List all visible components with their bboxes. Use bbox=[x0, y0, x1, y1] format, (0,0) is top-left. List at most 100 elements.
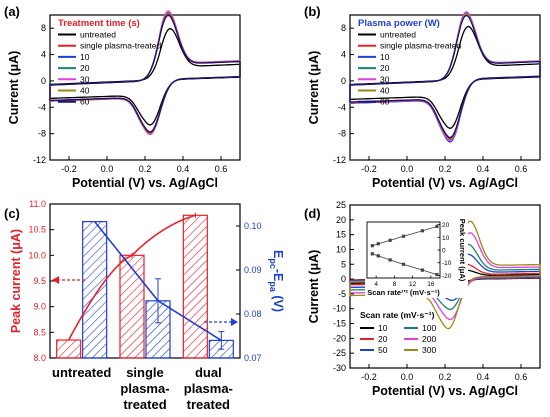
inset-point-anodic bbox=[388, 238, 392, 242]
y-tick-label: -25 bbox=[333, 348, 346, 358]
inset-x-tick-label: 4 bbox=[374, 281, 378, 288]
inset-y-tick-label: 0 bbox=[442, 248, 446, 255]
series-line-60 bbox=[349, 15, 541, 139]
inset-y-tick-label: 20 bbox=[442, 222, 450, 229]
y2-axis-label-part: pa bbox=[268, 281, 278, 292]
x-tick-label: 0.6 bbox=[215, 164, 228, 174]
legend-label: 20 bbox=[378, 334, 388, 344]
cv-panel-(a): -0.2 0.0 0.2 0.4 0.6 -12 -8 -4 0 4 8 Potential (V) … bbox=[7, 10, 241, 190]
y2-axis-label-part: E bbox=[271, 250, 285, 258]
y-tick-label: 20 bbox=[336, 215, 346, 225]
legend-label: 40 bbox=[380, 86, 390, 96]
inset-point-anodic bbox=[401, 234, 406, 238]
y-tick-label: -4 bbox=[38, 102, 46, 112]
y2-axis-label: Epc-Epa (V) bbox=[268, 250, 285, 312]
bar-peak-current bbox=[56, 339, 82, 359]
x-tick-label: 0.4 bbox=[477, 164, 490, 174]
y-tick-label: 8 bbox=[41, 23, 46, 33]
x-tick-label: 0.4 bbox=[477, 372, 490, 382]
y-axis-label: Current (μA) bbox=[7, 51, 21, 125]
y-tick-label: 0 bbox=[41, 76, 46, 86]
bar-epc-epa bbox=[82, 221, 108, 359]
x-tick-label: -0.2 bbox=[361, 164, 377, 174]
x-axis-label: Potential (V) vs. Ag/AgCl bbox=[372, 176, 518, 190]
x-tick-label: 0.4 bbox=[177, 164, 190, 174]
series-line-single-plasma-treated bbox=[49, 14, 241, 133]
x-tick-label: 0.0 bbox=[401, 164, 414, 174]
series-line-60 bbox=[49, 14, 241, 133]
inset-point-anodic bbox=[435, 224, 439, 229]
category-label: dual bbox=[195, 365, 222, 380]
legend-label: untreated bbox=[80, 30, 116, 40]
x-tick-label: 0.0 bbox=[401, 372, 414, 382]
category-label: treated bbox=[123, 397, 166, 412]
y-tick-label: -4 bbox=[338, 102, 346, 112]
y-axis-label: Current (μA) bbox=[307, 51, 321, 125]
legend-title: Scan rate (mV·s⁻¹) bbox=[360, 310, 435, 320]
y-tick-label: 8.0 bbox=[33, 353, 46, 363]
category-label: treated bbox=[187, 397, 230, 412]
legend-label: single plasma-treated bbox=[80, 41, 162, 51]
trend-line-peak-current bbox=[67, 214, 196, 341]
trend-line-epc-epa bbox=[94, 221, 222, 342]
y2-tick-label: 0.09 bbox=[244, 265, 262, 275]
category-label: plasma- bbox=[184, 381, 233, 396]
y-tick-label: 9.0 bbox=[33, 302, 46, 312]
x-tick-label: 0.2 bbox=[439, 372, 452, 382]
y2-tick-label: 0.10 bbox=[244, 221, 262, 231]
y2-axis-label-part: (V) bbox=[271, 292, 285, 312]
legend-label: 100 bbox=[422, 323, 436, 333]
bar-panel-c: 8.0 8.5 9.0 9.5 10.0 10.5 11.0 0.07 0.08 0.09 0.10… bbox=[9, 199, 285, 412]
legend-label: 10 bbox=[378, 323, 388, 333]
arrow-head bbox=[52, 276, 59, 284]
inset-point-cathodic bbox=[376, 254, 380, 258]
panel-label-c: (c) bbox=[4, 206, 20, 221]
inset-y-tick-label: -10 bbox=[442, 260, 452, 267]
inset-point-cathodic bbox=[435, 272, 439, 277]
y-tick-label: 8.5 bbox=[33, 327, 46, 337]
y-axis-label: Current (μA) bbox=[307, 250, 321, 324]
inset-y-tick-label: 10 bbox=[442, 235, 450, 242]
y-tick-label: -10 bbox=[333, 304, 346, 314]
inset-point-anodic bbox=[370, 244, 374, 248]
x-tick-label: -0.2 bbox=[361, 372, 377, 382]
y-tick-label: 8 bbox=[341, 23, 346, 33]
y2-axis-label-part: pc bbox=[268, 258, 278, 269]
y-tick-label: 11.0 bbox=[29, 199, 46, 209]
y-tick-label: 10.5 bbox=[28, 225, 46, 235]
x-axis-label: Potential (V) vs. Ag/AgCl bbox=[72, 176, 218, 190]
inset-x-tick-label: 8 bbox=[393, 281, 397, 288]
legend-label: 60 bbox=[80, 97, 90, 107]
y-tick-label: 4 bbox=[341, 50, 346, 60]
legend-label: 60 bbox=[380, 97, 390, 107]
legend-label: 30 bbox=[80, 74, 90, 84]
x-tick-label: 0.0 bbox=[101, 164, 114, 174]
y-tick-label: -8 bbox=[338, 129, 346, 139]
category-label: single bbox=[126, 365, 164, 380]
inset-x-tick-label: 12 bbox=[409, 281, 417, 288]
series-line-30 bbox=[49, 10, 241, 136]
y2-tick-label: 0.08 bbox=[244, 309, 262, 319]
series-line-10 bbox=[49, 13, 241, 135]
bar-peak-current bbox=[119, 254, 145, 359]
cv-panel-(b): -0.2 0.0 0.2 0.4 0.6 -12 -8 -4 0 4 8 Potential (V) … bbox=[307, 11, 541, 190]
x-tick-label: -0.2 bbox=[61, 164, 77, 174]
inset-point-cathodic bbox=[420, 268, 424, 272]
y-tick-label: -12 bbox=[33, 155, 46, 165]
legend-label: 30 bbox=[380, 74, 390, 84]
series-line-40 bbox=[49, 12, 241, 135]
panel-label-d: (d) bbox=[304, 206, 321, 221]
bar-peak-current bbox=[182, 214, 208, 359]
y-tick-label: 25 bbox=[336, 200, 346, 210]
inset-background bbox=[365, 218, 468, 298]
inset-point-anodic bbox=[376, 242, 380, 246]
inset-point-anodic bbox=[420, 229, 424, 233]
series-line-20 bbox=[49, 11, 241, 135]
x-axis-label: Potential (V) vs. Ag/AgCl bbox=[372, 384, 518, 398]
x-tick-label: 0.6 bbox=[515, 164, 528, 174]
legend-label: 50 bbox=[378, 345, 388, 355]
y-tick-label: 10 bbox=[336, 244, 346, 254]
category-label: untreated bbox=[52, 365, 111, 380]
legend-label: 10 bbox=[80, 52, 90, 62]
